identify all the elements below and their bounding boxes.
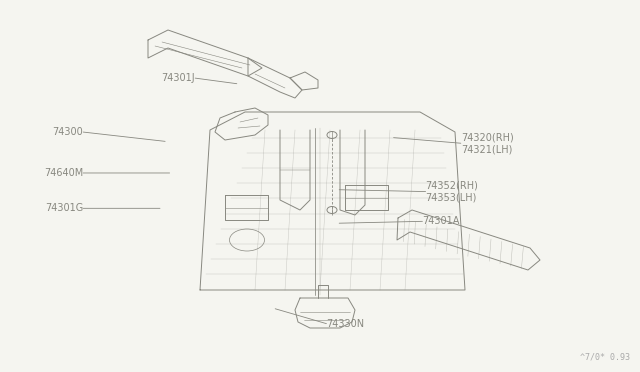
Text: 74301A: 74301A bbox=[422, 217, 460, 226]
Text: 74640M: 74640M bbox=[44, 168, 83, 178]
Text: 74301G: 74301G bbox=[45, 203, 83, 213]
Text: 74320(RH)
74321(LH): 74320(RH) 74321(LH) bbox=[461, 132, 513, 154]
Text: 74330N: 74330N bbox=[326, 319, 365, 328]
Text: ^7/0* 0.93: ^7/0* 0.93 bbox=[580, 353, 630, 362]
Text: 74300: 74300 bbox=[52, 127, 83, 137]
Text: 74301J: 74301J bbox=[161, 73, 195, 83]
Text: 74352(RH)
74353(LH): 74352(RH) 74353(LH) bbox=[426, 181, 479, 202]
